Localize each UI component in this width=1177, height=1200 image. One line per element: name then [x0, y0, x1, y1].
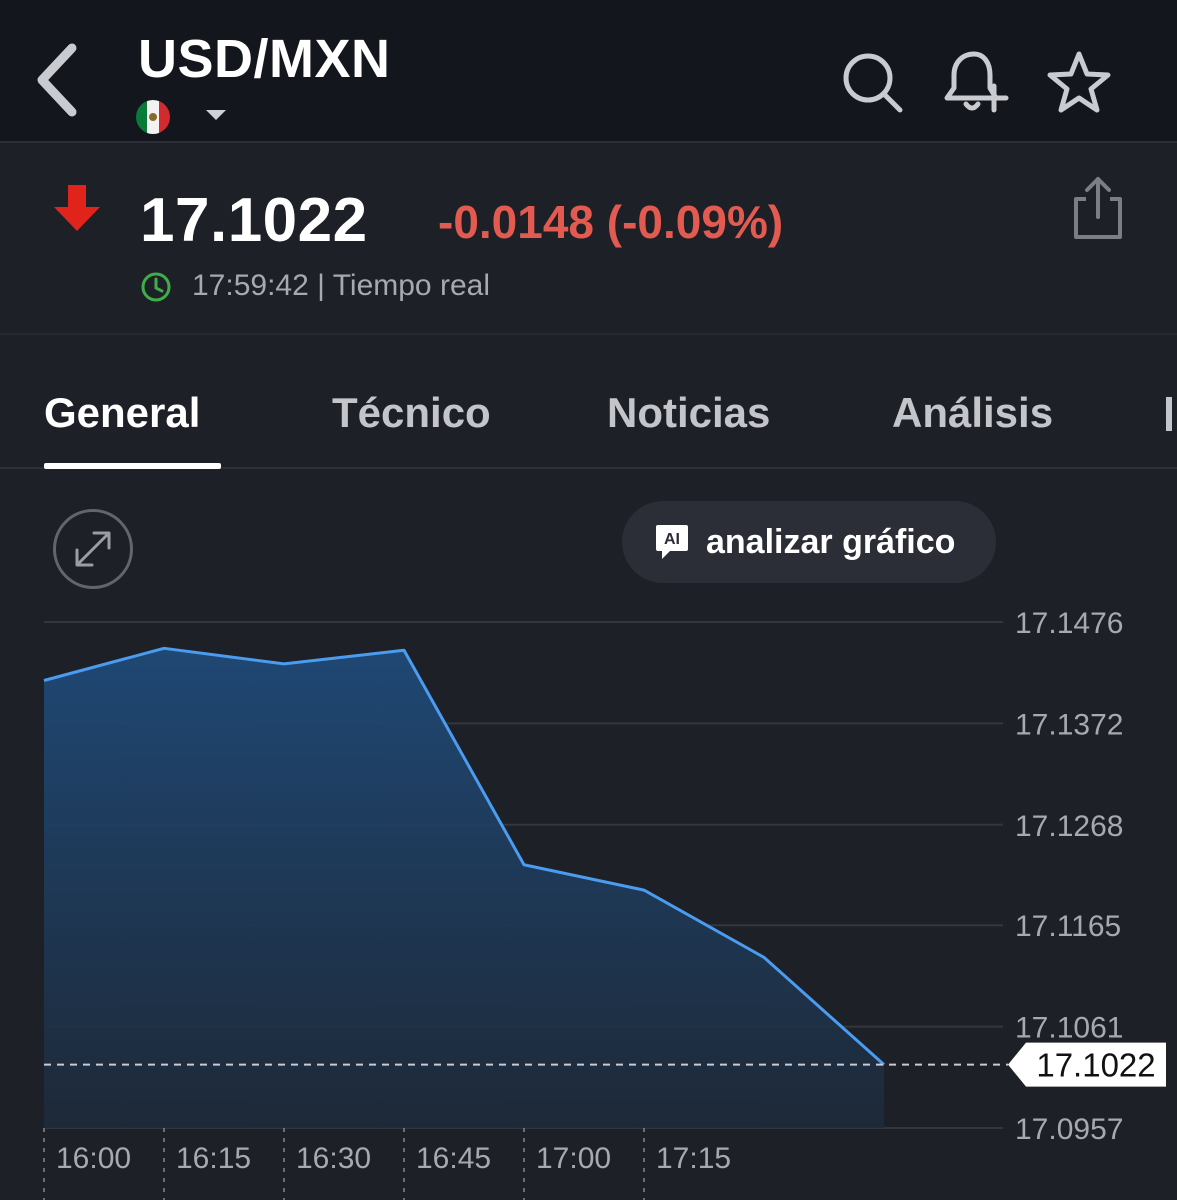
current-price: 17.1022 — [140, 186, 368, 255]
y-tick-label: 17.1061 — [1015, 1012, 1123, 1045]
price-change: -0.0148 (-0.09%) — [438, 196, 784, 248]
last-price-label: 17.1022 — [1036, 1047, 1155, 1084]
price-line — [43, 646, 885, 1066]
tab-general[interactable]: General — [44, 389, 201, 436]
price-area-fill — [44, 648, 884, 1128]
analyze-chart-label: analizar gráfico — [706, 523, 956, 561]
y-tick-label: 17.0957 — [1015, 1113, 1123, 1146]
caret-down-icon — [206, 110, 226, 120]
x-tick-label: 16:15 — [176, 1142, 251, 1175]
y-tick-label: 17.1165 — [1015, 910, 1121, 943]
analyze-chart-button[interactable]: AI analizar gráfico — [622, 501, 996, 583]
update-time: 17:59:42 | Tiempo real — [192, 269, 490, 302]
x-tick-label: 17:15 — [656, 1142, 731, 1175]
star-icon — [1047, 51, 1111, 113]
y-tick-label: 17.1268 — [1015, 810, 1123, 843]
tab-bar: General Técnico Noticias Análisis — [0, 333, 1177, 469]
back-button[interactable] — [28, 40, 88, 120]
mexico-flag-icon — [136, 100, 170, 134]
quote-panel: 17.1022 -0.0148 (-0.09%) 17:59:42 | Tiem… — [0, 145, 1177, 333]
ai-badge-text: AI — [664, 531, 680, 548]
price-chart: 17.1476 17.1372 17.1268 17.1165 17.1061 17.09… — [43, 607, 1166, 1200]
search-icon — [843, 53, 903, 113]
chart-area: 17.1476 17.1372 17.1268 17.1165 17.1061 17.09… — [0, 471, 1177, 1200]
tab-overflow-indicator[interactable] — [1166, 397, 1177, 431]
tab-tecnico[interactable]: Técnico — [332, 389, 491, 436]
y-tick-label: 17.1372 — [1015, 708, 1123, 741]
x-tick-label: 17:00 — [536, 1142, 611, 1175]
add-alert-button[interactable] — [940, 48, 1010, 118]
bell-plus-icon — [944, 51, 1009, 113]
last-price-tag — [1008, 1042, 1166, 1087]
share-icon — [1074, 177, 1122, 239]
favorite-button[interactable] — [1044, 48, 1114, 118]
expand-icon — [75, 531, 111, 567]
chevron-left-icon — [37, 43, 77, 117]
search-button[interactable] — [838, 48, 908, 118]
active-tab-indicator — [44, 463, 221, 469]
arrow-down-icon — [54, 185, 100, 231]
y-tick-label: 17.1476 — [1015, 607, 1123, 640]
tab-noticias[interactable]: Noticias — [607, 389, 771, 436]
ai-chat-icon: AI — [656, 525, 688, 559]
expand-chart-button[interactable] — [53, 509, 133, 589]
x-tick-label: 16:00 — [56, 1142, 131, 1175]
top-bar: USD/MXN — [0, 0, 1177, 143]
country-selector[interactable] — [136, 98, 236, 134]
clock-icon — [141, 272, 171, 302]
x-tick-label: 16:45 — [416, 1142, 491, 1175]
page-title: USD/MXN — [138, 29, 391, 89]
x-tick-label: 16:30 — [296, 1142, 371, 1175]
share-button[interactable] — [1068, 175, 1128, 241]
tab-analisis[interactable]: Análisis — [892, 389, 1054, 436]
